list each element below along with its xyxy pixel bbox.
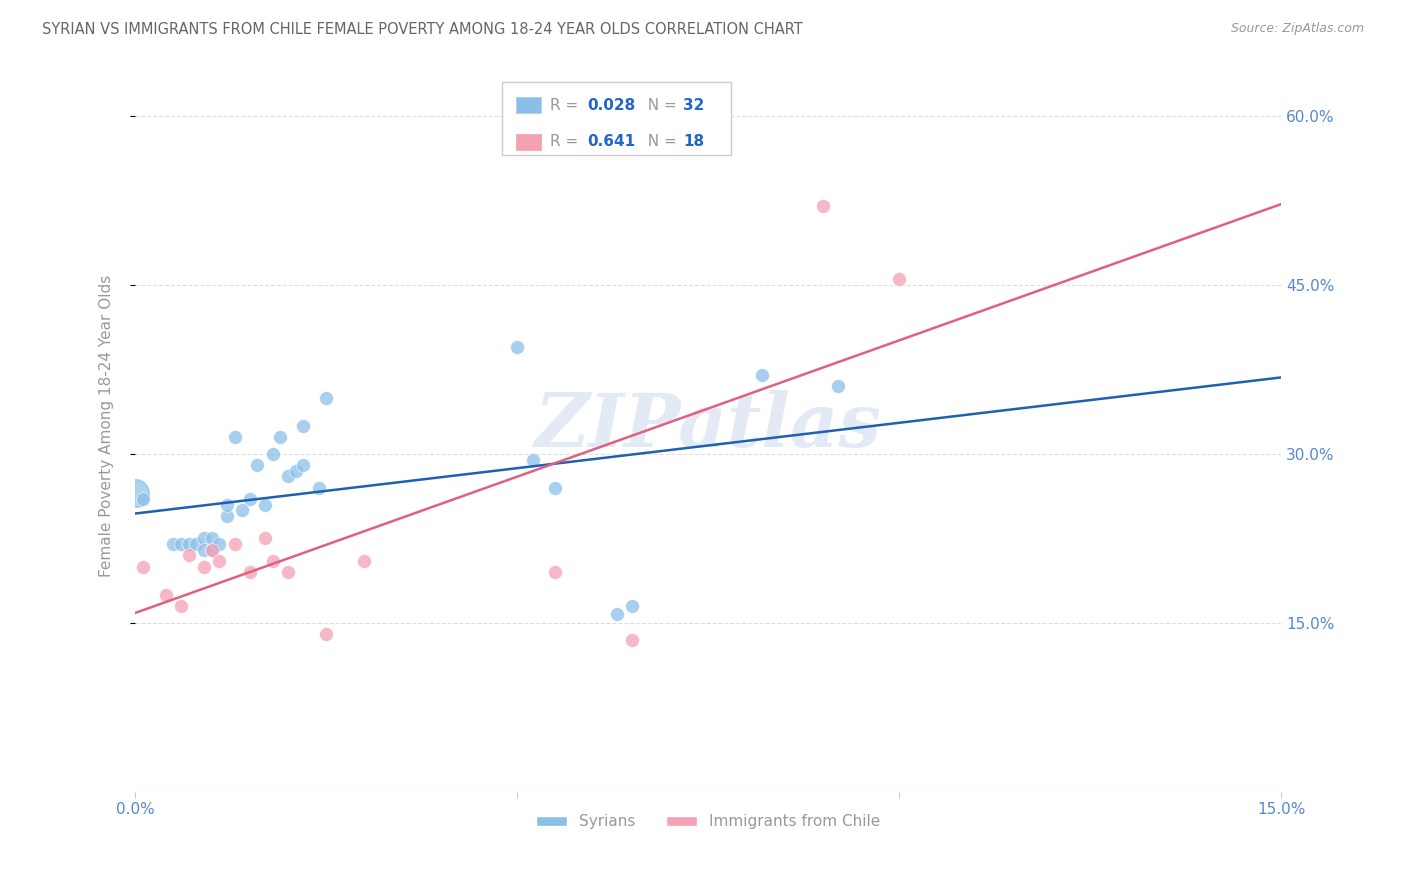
Point <box>262 447 284 461</box>
Point <box>277 469 299 483</box>
Point <box>124 486 146 500</box>
Point <box>162 537 184 551</box>
Point <box>193 542 215 557</box>
Point <box>308 481 330 495</box>
FancyBboxPatch shape <box>516 134 541 150</box>
Point <box>751 368 773 382</box>
Point <box>811 199 834 213</box>
Point <box>201 542 224 557</box>
Point <box>292 458 315 473</box>
Point <box>315 391 337 405</box>
Point <box>269 430 291 444</box>
Point <box>215 508 238 523</box>
Point <box>177 549 200 563</box>
Legend: Syrians, Immigrants from Chile: Syrians, Immigrants from Chile <box>530 808 886 836</box>
Point <box>155 588 177 602</box>
Text: 18: 18 <box>683 134 704 149</box>
Point <box>201 542 224 557</box>
Text: N =: N = <box>638 134 682 149</box>
Point <box>208 554 231 568</box>
FancyBboxPatch shape <box>502 81 731 155</box>
Point <box>201 532 224 546</box>
Point <box>353 554 375 568</box>
Point <box>170 537 193 551</box>
Point <box>522 452 544 467</box>
Text: N =: N = <box>638 97 682 112</box>
Text: Source: ZipAtlas.com: Source: ZipAtlas.com <box>1230 22 1364 36</box>
Point <box>208 537 231 551</box>
Point <box>193 532 215 546</box>
Point <box>254 532 277 546</box>
Point <box>215 498 238 512</box>
Point <box>177 537 200 551</box>
Point <box>544 566 567 580</box>
Point <box>620 599 643 613</box>
Point <box>186 537 208 551</box>
Point <box>132 491 155 506</box>
Text: 32: 32 <box>683 97 704 112</box>
Point <box>315 627 337 641</box>
FancyBboxPatch shape <box>516 97 541 113</box>
Point <box>262 554 284 568</box>
Point <box>544 481 567 495</box>
Point <box>224 430 246 444</box>
Point <box>132 559 155 574</box>
Point <box>231 503 253 517</box>
Text: SYRIAN VS IMMIGRANTS FROM CHILE FEMALE POVERTY AMONG 18-24 YEAR OLDS CORRELATION: SYRIAN VS IMMIGRANTS FROM CHILE FEMALE P… <box>42 22 803 37</box>
Point <box>277 566 299 580</box>
Point <box>193 559 215 574</box>
Point <box>292 418 315 433</box>
Point <box>606 607 628 621</box>
Point <box>246 458 269 473</box>
Text: 0.028: 0.028 <box>586 97 636 112</box>
Point <box>254 498 277 512</box>
Point <box>889 272 911 286</box>
Point <box>170 599 193 613</box>
Y-axis label: Female Poverty Among 18-24 Year Olds: Female Poverty Among 18-24 Year Olds <box>100 275 114 577</box>
Point <box>284 464 307 478</box>
Point <box>224 537 246 551</box>
Text: R =: R = <box>550 134 583 149</box>
Text: ZIPatlas: ZIPatlas <box>534 390 882 462</box>
Text: R =: R = <box>550 97 583 112</box>
Point <box>239 491 262 506</box>
Point <box>239 566 262 580</box>
Point <box>827 379 849 393</box>
Point <box>620 632 643 647</box>
Text: 0.641: 0.641 <box>586 134 636 149</box>
Point <box>506 340 529 354</box>
